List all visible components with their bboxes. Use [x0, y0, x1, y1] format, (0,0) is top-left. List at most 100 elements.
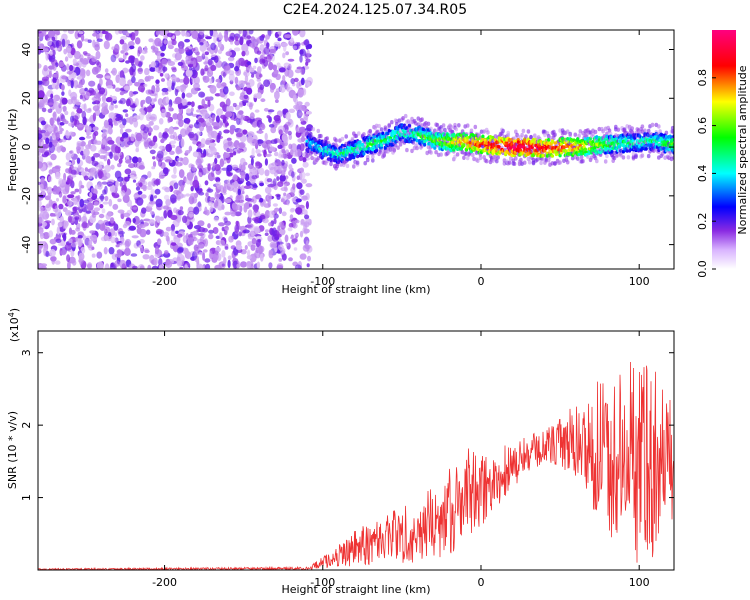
noise-cell — [219, 101, 226, 108]
noise-cell — [59, 215, 64, 224]
noise-cell — [294, 149, 302, 157]
noise-cell — [78, 257, 83, 262]
noise-cell — [111, 95, 118, 102]
noise-cell — [285, 242, 289, 247]
noise-cell — [194, 247, 199, 256]
noise-cell — [234, 39, 241, 46]
noise-cell — [224, 211, 232, 216]
noise-cell — [208, 233, 214, 240]
noise-cell — [298, 126, 306, 133]
noise-cell — [265, 229, 269, 233]
noise-cell — [119, 128, 124, 135]
noise-cell — [44, 151, 50, 156]
noise-cell — [159, 72, 164, 77]
noise-cell — [73, 197, 78, 205]
noise-cell — [149, 67, 156, 72]
noise-cell — [246, 223, 254, 229]
noise-cell — [202, 228, 209, 233]
signal-cell — [331, 152, 336, 156]
noise-cell — [112, 185, 118, 193]
noise-cell — [48, 144, 55, 154]
noise-cell — [229, 195, 233, 200]
noise-cell — [131, 63, 137, 73]
signal-cell — [644, 147, 648, 151]
noise-cell — [249, 102, 253, 110]
noise-cell — [267, 235, 274, 242]
noise-cell — [132, 206, 138, 210]
noise-cell — [161, 87, 169, 93]
noise-cell — [170, 214, 178, 221]
noise-cell — [201, 98, 206, 107]
noise-cell — [53, 47, 61, 51]
signal-cell — [416, 132, 420, 137]
noise-cell — [164, 73, 169, 78]
noise-cell — [178, 179, 185, 187]
noise-cell — [38, 161, 44, 169]
halo-cell — [420, 117, 424, 122]
noise-cell — [251, 238, 257, 245]
noise-cell — [283, 135, 289, 144]
halo-cell — [319, 133, 323, 139]
noise-cell — [156, 52, 161, 62]
noise-cell — [138, 165, 145, 170]
signal-cell — [423, 143, 427, 147]
noise-cell — [63, 220, 68, 229]
noise-cell — [49, 117, 55, 125]
noise-cell — [66, 63, 70, 71]
noise-cell — [221, 195, 225, 204]
noise-cell — [51, 49, 56, 57]
noise-cell — [222, 71, 226, 78]
noise-cell — [277, 37, 282, 42]
noise-cell — [234, 224, 240, 233]
noise-cell — [259, 35, 265, 41]
noise-cell — [118, 158, 123, 164]
noise-cell — [163, 39, 168, 45]
noise-cell — [157, 41, 162, 47]
noise-cell — [236, 117, 241, 125]
noise-cell — [95, 30, 101, 35]
noise-cell — [101, 96, 106, 101]
noise-cell — [45, 250, 50, 258]
noise-cell — [198, 91, 206, 98]
noise-cell — [182, 215, 188, 224]
noise-cell — [144, 76, 150, 82]
noise-cell — [115, 180, 119, 188]
noise-cell — [241, 50, 246, 57]
noise-cell — [177, 209, 184, 216]
noise-cell — [299, 55, 303, 63]
noise-cell — [77, 214, 82, 222]
noise-cell — [187, 206, 194, 213]
noise-cell — [176, 195, 181, 201]
noise-cell — [278, 244, 284, 251]
noise-cell — [246, 135, 253, 143]
noise-cell — [118, 231, 125, 235]
noise-cell — [205, 36, 212, 40]
halo-cell — [491, 138, 495, 143]
noise-cell — [247, 215, 252, 224]
noise-cell — [190, 107, 194, 113]
noise-cell — [266, 42, 270, 48]
noise-cell — [274, 207, 280, 212]
noise-cell — [225, 98, 231, 107]
noise-cell — [118, 30, 123, 34]
noise-cell — [223, 152, 230, 158]
noise-cell — [78, 31, 84, 35]
signal-cell — [339, 148, 343, 152]
noise-cell — [165, 143, 173, 153]
noise-cell — [51, 218, 55, 226]
noise-cell — [76, 124, 84, 128]
noise-cell — [175, 162, 183, 167]
x-tick-label: -200 — [152, 275, 177, 288]
signal-cell — [386, 131, 390, 136]
noise-cell — [296, 101, 303, 106]
noise-cell — [299, 48, 307, 57]
noise-cell — [112, 203, 119, 210]
signal-cell — [550, 154, 555, 158]
noise-cell — [101, 30, 109, 35]
noise-cell — [155, 79, 160, 85]
noise-cell — [62, 232, 67, 242]
noise-cell — [227, 255, 232, 260]
noise-cell — [170, 224, 175, 232]
signal-cell — [487, 150, 491, 154]
halo-cell — [546, 158, 551, 163]
